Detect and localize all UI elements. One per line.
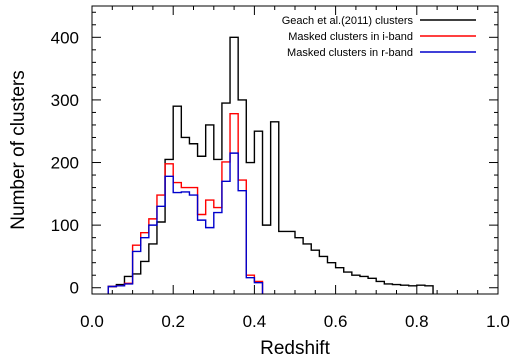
y-tick-label: 200 xyxy=(51,154,79,173)
legend-label-1: Geach et al.(2011) clusters xyxy=(282,15,414,27)
x-tick-label: 1.0 xyxy=(486,312,510,331)
x-tick-label: 0.6 xyxy=(324,312,348,331)
legend-label-3: Masked clusters in r-band xyxy=(287,47,413,59)
y-axis-title: Number of clusters xyxy=(8,70,29,229)
legend: Geach et al.(2011) clusters Masked cluste… xyxy=(282,15,476,59)
legend-label-2: Masked clusters in i-band xyxy=(288,31,413,43)
y-tick-label: 300 xyxy=(51,91,79,110)
y-tick-label: 100 xyxy=(51,216,79,235)
plot-area xyxy=(92,6,498,294)
y-tick-label: 400 xyxy=(51,28,79,47)
x-tick-labels: 0.0 0.2 0.4 0.6 0.8 1.0 xyxy=(80,312,510,331)
series-line-1 xyxy=(107,36,434,294)
y-tick-labels: 0 100 200 300 400 xyxy=(51,28,79,297)
minor-ticks xyxy=(92,6,498,294)
series-lines xyxy=(107,36,434,294)
series-line-3 xyxy=(107,152,264,294)
y-tick-label: 0 xyxy=(70,279,79,298)
x-axis-title: Redshift xyxy=(260,338,330,359)
plot-frame xyxy=(91,5,499,295)
x-tick-label: 0.8 xyxy=(405,312,429,331)
x-tick-label: 0.4 xyxy=(243,312,267,331)
x-tick-label: 0.2 xyxy=(161,312,185,331)
x-tick-label: 0.0 xyxy=(80,312,104,331)
